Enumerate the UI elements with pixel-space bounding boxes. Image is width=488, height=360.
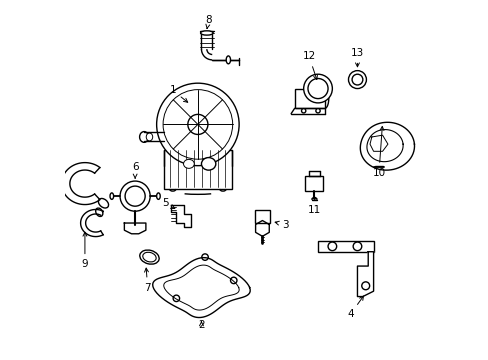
Circle shape <box>348 71 366 89</box>
Text: 8: 8 <box>205 15 211 28</box>
Circle shape <box>230 277 237 284</box>
Ellipse shape <box>139 132 148 142</box>
Ellipse shape <box>98 198 108 208</box>
Circle shape <box>187 114 207 134</box>
Circle shape <box>351 74 362 85</box>
Ellipse shape <box>142 252 156 262</box>
Text: 12: 12 <box>302 51 317 80</box>
Polygon shape <box>152 258 250 318</box>
Circle shape <box>303 74 332 103</box>
Text: 13: 13 <box>350 48 364 67</box>
Circle shape <box>301 109 305 113</box>
Bar <box>294 89 325 108</box>
Ellipse shape <box>183 159 194 168</box>
Bar <box>255 211 269 223</box>
Circle shape <box>202 254 208 260</box>
Ellipse shape <box>146 133 152 141</box>
Circle shape <box>120 181 150 211</box>
Ellipse shape <box>201 158 215 170</box>
Circle shape <box>156 83 239 166</box>
Circle shape <box>361 282 369 290</box>
Text: 1: 1 <box>169 85 187 102</box>
Polygon shape <box>171 205 190 226</box>
Text: 2: 2 <box>198 320 204 330</box>
Ellipse shape <box>140 250 159 264</box>
Ellipse shape <box>96 208 102 216</box>
Circle shape <box>352 242 361 251</box>
Text: 9: 9 <box>81 232 88 269</box>
Circle shape <box>315 109 320 113</box>
Bar <box>163 149 231 189</box>
Text: 6: 6 <box>132 162 138 178</box>
Ellipse shape <box>200 31 213 35</box>
Text: 3: 3 <box>275 220 288 230</box>
Bar <box>317 241 373 252</box>
Ellipse shape <box>110 193 113 199</box>
Circle shape <box>307 78 327 99</box>
Circle shape <box>173 295 179 302</box>
Ellipse shape <box>156 193 160 199</box>
Circle shape <box>163 90 232 159</box>
Circle shape <box>125 186 145 206</box>
Polygon shape <box>357 252 373 297</box>
Text: 5: 5 <box>162 198 174 208</box>
Bar <box>305 176 323 191</box>
Polygon shape <box>360 122 414 170</box>
Text: 11: 11 <box>307 197 321 216</box>
Text: 10: 10 <box>372 126 385 178</box>
Circle shape <box>327 242 336 251</box>
Text: 7: 7 <box>144 268 151 293</box>
Text: 4: 4 <box>346 296 363 319</box>
Ellipse shape <box>226 56 230 64</box>
